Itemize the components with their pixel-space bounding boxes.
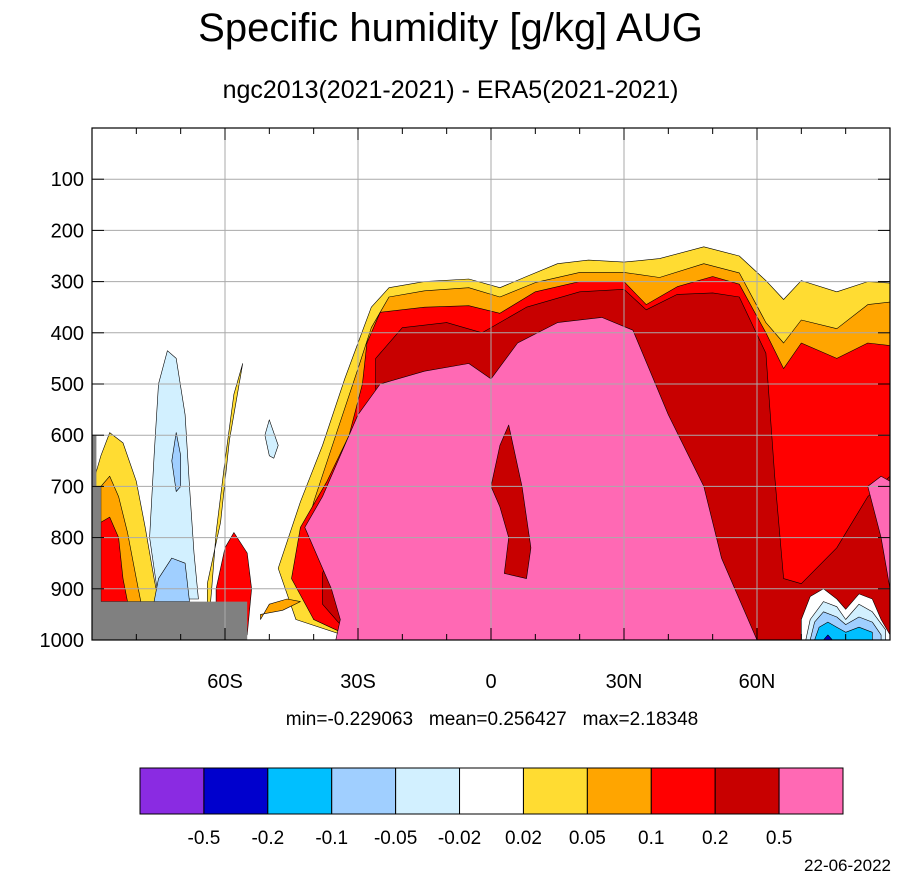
chart-subtitle: ngc2013(2021-2021) - ERA5(2021-2021) xyxy=(222,76,679,104)
colorbar-box-4 xyxy=(395,767,461,815)
colorbar-box-6 xyxy=(522,767,588,815)
contour-region-21 xyxy=(814,621,873,640)
colorbar-label-6: 0.05 xyxy=(569,828,606,849)
colorbar-label-2: -0.1 xyxy=(315,828,348,849)
colorbar-label-3: -0.05 xyxy=(374,828,417,849)
colorbar-label-1: -0.2 xyxy=(251,828,284,849)
y-tick-label-6: 700 xyxy=(51,476,84,498)
x-tick-label-1: 30S xyxy=(340,671,376,693)
x-tick-label-4: 60N xyxy=(739,671,776,693)
colorbar-label-9: 0.5 xyxy=(766,828,792,849)
x-tick-label-3: 30N xyxy=(606,671,643,693)
colorbar-box-2 xyxy=(267,767,333,815)
missing-data-region-0 xyxy=(92,435,248,640)
colorbar-box-5 xyxy=(459,767,524,815)
contour-region-15 xyxy=(264,419,279,459)
y-tick-label-4: 500 xyxy=(51,374,84,396)
y-tick-label-8: 900 xyxy=(51,579,84,601)
colorbar-label-0: -0.5 xyxy=(188,828,221,849)
x-tick-label-0: 60S xyxy=(207,671,243,693)
colorbar-box-10 xyxy=(778,767,844,815)
y-tick-label-2: 300 xyxy=(51,272,84,294)
date-stamp: 22-06-2022 xyxy=(804,856,891,875)
colorbar: -0.5 -0.2 -0.1 -0.05 -0.02 0.02 0.05 0.1 0.2 0.5 xyxy=(139,767,844,849)
contour-region-1 xyxy=(207,363,243,640)
colorbar-box-8 xyxy=(650,767,716,815)
contour-region-11 xyxy=(304,317,758,640)
colorbar-box-0 xyxy=(139,767,205,815)
y-tick-label-9: 1000 xyxy=(40,630,85,652)
contour-region-13 xyxy=(867,475,890,590)
colorbar-box-1 xyxy=(203,767,269,815)
colorbar-box-7 xyxy=(586,767,652,815)
contour-region-5 xyxy=(260,598,301,620)
plot-area: 60S 30S 0 30N 60N 100 200 300 400 500 600 700 800 900… xyxy=(40,127,891,693)
contour-region-17 xyxy=(171,432,181,492)
y-tick-label-7: 800 xyxy=(51,528,84,550)
stats-line: min=-0.229063 mean=0.256427 max=2.18348 xyxy=(285,709,699,730)
y-tick-label-3: 400 xyxy=(51,323,84,345)
contour-region-22 xyxy=(823,634,833,640)
x-tick-label-2: 0 xyxy=(485,671,496,693)
chart-title: Specific humidity [g/kg] AUG xyxy=(198,6,703,50)
colorbar-label-4: -0.02 xyxy=(438,828,481,849)
colorbar-label-5: 0.02 xyxy=(505,828,542,849)
colorbar-box-3 xyxy=(331,767,397,815)
y-tick-label-0: 100 xyxy=(51,169,84,191)
y-tick-label-1: 200 xyxy=(51,220,84,242)
colorbar-label-8: 0.2 xyxy=(702,828,728,849)
y-tick-label-5: 600 xyxy=(51,425,84,447)
colorbar-label-7: 0.1 xyxy=(638,828,664,849)
colorbar-box-9 xyxy=(714,767,780,815)
